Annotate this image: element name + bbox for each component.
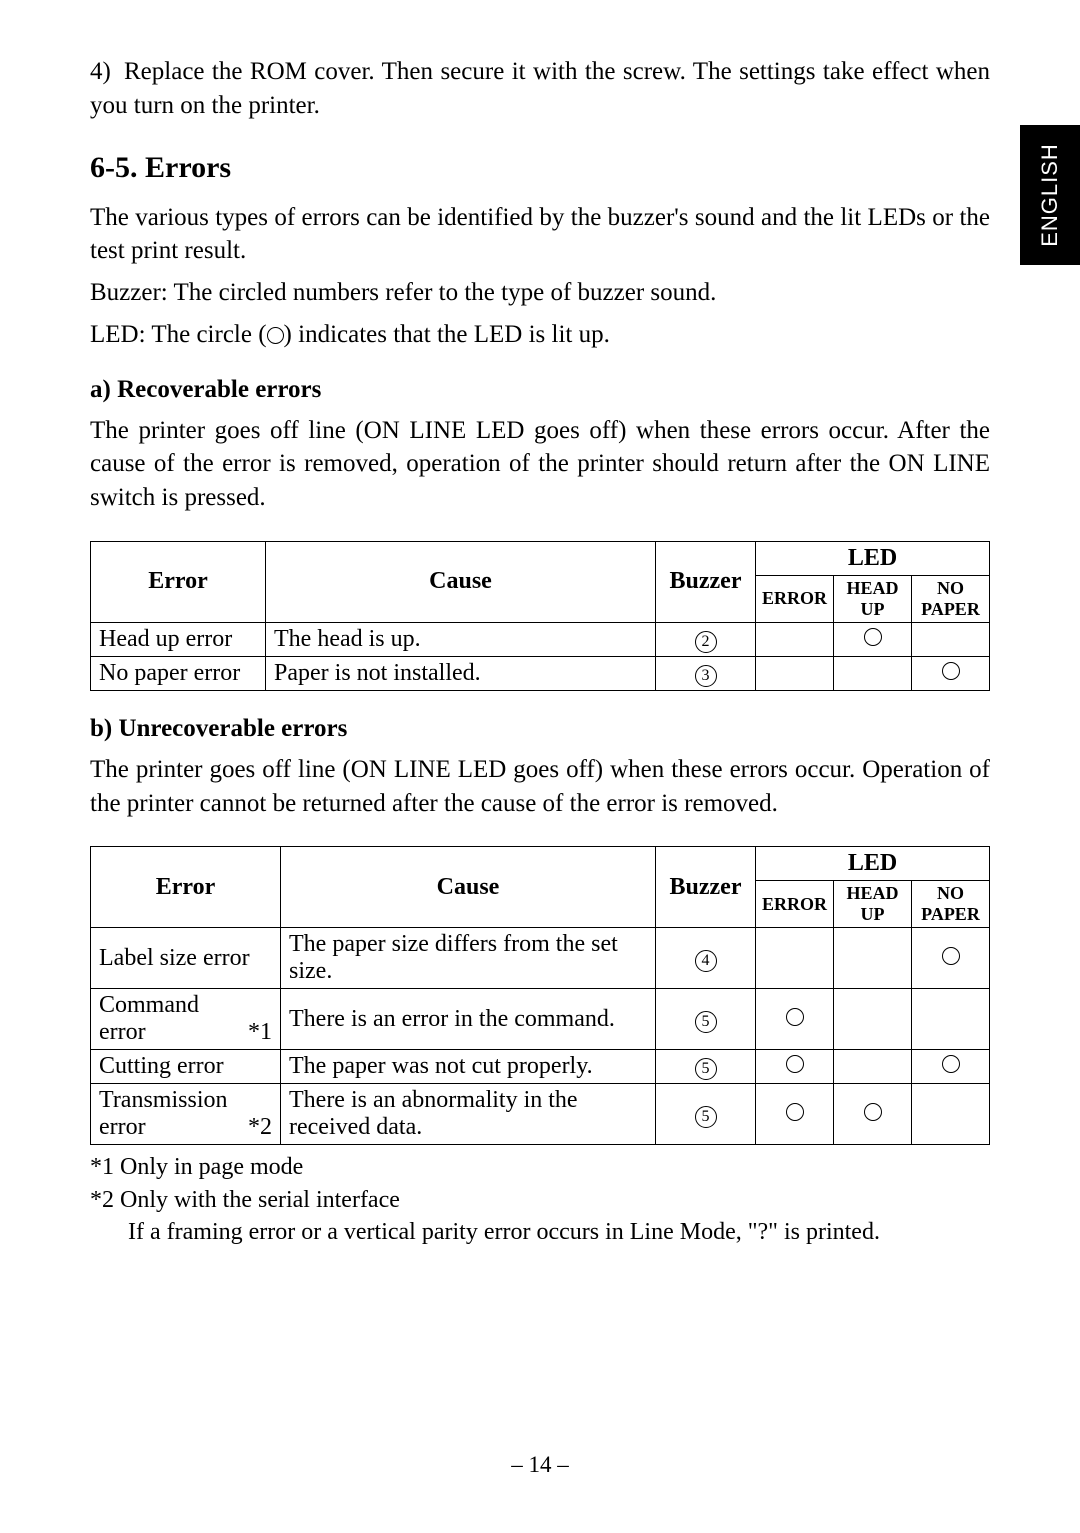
th-led-nopaper: NO PAPER (912, 881, 990, 928)
footnotes: *1 Only in page mode *2 Only with the se… (90, 1151, 990, 1248)
cell-buzzer: 3 (656, 656, 756, 690)
cell-led-error (756, 928, 834, 989)
table-row: Head up errorThe head is up. 2 (91, 622, 990, 656)
led-lit-icon (786, 1103, 804, 1121)
cell-led-nopaper (912, 989, 990, 1050)
cell-buzzer: 4 (656, 928, 756, 989)
th-cause: Cause (266, 541, 656, 622)
cell-led-error (756, 622, 834, 656)
cell-led-headup (834, 928, 912, 989)
cell-led-headup (834, 989, 912, 1050)
errors-intro-2: Buzzer: The circled numbers refer to the… (90, 276, 990, 310)
buzzer-number-icon: 3 (695, 665, 717, 687)
led-lit-icon (942, 662, 960, 680)
cell-cause: The paper size differs from the set size… (281, 928, 656, 989)
cell-led-nopaper (912, 656, 990, 690)
recoverable-heading: a) Recoverable errors (90, 376, 990, 404)
intro-text: Replace the ROM cover. Then secure it wi… (90, 58, 990, 119)
cell-buzzer: 5 (656, 1084, 756, 1145)
cell-led-headup (834, 1050, 912, 1084)
cell-cause: The head is up. (266, 622, 656, 656)
cell-error: Cutting error (91, 1050, 281, 1084)
cell-led-headup (834, 656, 912, 690)
th-led-nopaper: NO PAPER (912, 575, 990, 622)
footnote-1: *1 Only in page mode (90, 1151, 990, 1183)
cell-error: No paper error (91, 656, 266, 690)
cell-led-error (756, 1084, 834, 1145)
errors-intro-1: The various types of errors can be ident… (90, 201, 990, 269)
buzzer-number-icon: 5 (695, 1058, 717, 1080)
table-row: Transmissionerror*2There is an abnormali… (91, 1084, 990, 1145)
language-tab: ENGLISH (1020, 125, 1080, 265)
list-number: 4) (90, 55, 124, 89)
unrecoverable-intro: The printer goes off line (ON LINE LED g… (90, 753, 990, 821)
error-note: *1 (248, 1019, 272, 1046)
th-led-headup: HEAD UP (834, 881, 912, 928)
cell-cause: There is an error in the command. (281, 989, 656, 1050)
cell-led-headup (834, 622, 912, 656)
buzzer-number-icon: 5 (695, 1106, 717, 1128)
th-led-error: ERROR (756, 881, 834, 928)
cell-error: Label size error (91, 928, 281, 989)
led-lit-icon (786, 1008, 804, 1026)
errors-intro-3b: ) indicates that the LED is lit up. (284, 321, 610, 348)
error-note: *2 (248, 1114, 272, 1141)
cell-led-nopaper (912, 622, 990, 656)
th-led: LED (756, 541, 990, 575)
cell-led-headup (834, 1084, 912, 1145)
table-row: No paper errorPaper is not installed. 3 (91, 656, 990, 690)
footnote-3: If a framing error or a vertical parity … (90, 1216, 990, 1248)
buzzer-number-icon: 4 (695, 950, 717, 972)
errors-intro-3: LED: The circle ( ) indicates that the LE… (90, 318, 990, 352)
th-led-headup: HEAD UP (834, 575, 912, 622)
cell-led-error (756, 656, 834, 690)
led-lit-icon (942, 947, 960, 965)
circle-icon (267, 327, 284, 344)
th-error: Error (91, 541, 266, 622)
recoverable-errors-table: Error Cause Buzzer LED ERROR HEAD UP NO … (90, 541, 990, 691)
buzzer-number-icon: 5 (695, 1011, 717, 1033)
th-led-error: ERROR (756, 575, 834, 622)
led-lit-icon (942, 1055, 960, 1073)
unrecoverable-heading: b) Unrecoverable errors (90, 715, 990, 743)
cell-led-nopaper (912, 928, 990, 989)
cell-buzzer: 5 (656, 989, 756, 1050)
th-buzzer: Buzzer (656, 847, 756, 928)
th-buzzer: Buzzer (656, 541, 756, 622)
recoverable-intro: The printer goes off line (ON LINE LED g… (90, 414, 990, 515)
table-row: Cutting errorThe paper was not cut prope… (91, 1050, 990, 1084)
intro-paragraph-4: 4)Replace the ROM cover. Then secure it … (90, 55, 990, 123)
cell-buzzer: 2 (656, 622, 756, 656)
page-number: – 14 – (0, 1452, 1080, 1478)
led-lit-icon (786, 1055, 804, 1073)
th-error: Error (91, 847, 281, 928)
th-led: LED (756, 847, 990, 881)
cell-led-error (756, 1050, 834, 1084)
cell-cause: Paper is not installed. (266, 656, 656, 690)
cell-cause: The paper was not cut properly. (281, 1050, 656, 1084)
unrecoverable-errors-table: Error Cause Buzzer LED ERROR HEAD UP NO … (90, 846, 990, 1145)
language-tab-label: ENGLISH (1037, 143, 1063, 247)
cell-led-nopaper (912, 1050, 990, 1084)
buzzer-number-icon: 2 (695, 631, 717, 653)
table-row: Commanderror*1There is an error in the c… (91, 989, 990, 1050)
cell-error: Commanderror*1 (91, 989, 281, 1050)
cell-led-nopaper (912, 1084, 990, 1145)
cell-error: Transmissionerror*2 (91, 1084, 281, 1145)
section-heading: 6-5. Errors (90, 151, 990, 185)
th-cause: Cause (281, 847, 656, 928)
errors-intro-3a: LED: The circle ( (90, 321, 267, 348)
table-row: Label size errorThe paper size differs f… (91, 928, 990, 989)
footnote-2: *2 Only with the serial interface (90, 1184, 990, 1216)
cell-buzzer: 5 (656, 1050, 756, 1084)
cell-cause: There is an abnormality in the received … (281, 1084, 656, 1145)
cell-led-error (756, 989, 834, 1050)
led-lit-icon (864, 1103, 882, 1121)
cell-error: Head up error (91, 622, 266, 656)
led-lit-icon (864, 628, 882, 646)
